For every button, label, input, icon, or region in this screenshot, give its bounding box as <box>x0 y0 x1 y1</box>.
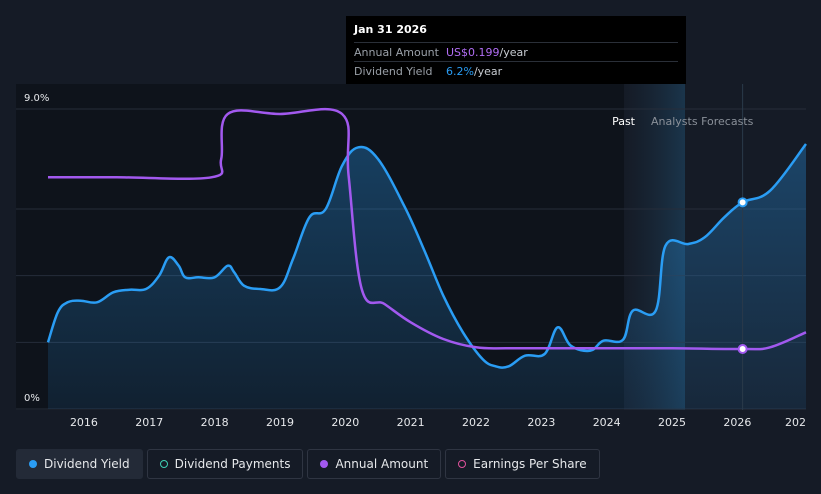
hover-tooltip: Jan 31 2026 Annual Amount US$0.199 /year… <box>346 16 686 84</box>
legend-ring-icon <box>159 460 168 468</box>
legend-label: Earnings Per Share <box>473 457 587 471</box>
tooltip-key: Annual Amount <box>354 46 439 59</box>
tooltip-key: Dividend Yield <box>354 65 433 78</box>
legend-dot-icon <box>29 460 37 468</box>
y-tick-bottom: 0% <box>24 393 40 404</box>
past-label: Past <box>612 115 636 128</box>
legend-annual-amount[interactable]: Annual Amount <box>307 449 442 479</box>
x-tick-label: 2021 <box>397 416 425 429</box>
x-tick-label: 2020 <box>331 416 359 429</box>
legend-dividend-yield[interactable]: Dividend Yield <box>16 449 143 479</box>
forecast-label: Analysts Forecasts <box>651 115 754 128</box>
tooltip-value: US$0.199 <box>446 46 500 59</box>
x-tick-label: 2026 <box>723 416 751 429</box>
x-axis-ticks: 2016 2017 2018 2019 2020 2021 2022 2023 2024 2025… <box>70 416 806 429</box>
legend-earnings-per-share[interactable]: Earnings Per Share <box>445 449 600 479</box>
tooltip-row-dividend-yield: Dividend Yield 6.2% /year <box>354 61 678 80</box>
tooltip-unit: /year <box>499 46 528 59</box>
tooltip-unit: /year <box>473 65 503 78</box>
y-tick-top: 9.0% <box>24 93 49 104</box>
x-tick-label: 2022 <box>462 416 490 429</box>
x-tick-label: 2023 <box>527 416 555 429</box>
legend-dividend-payments[interactable]: Dividend Payments <box>146 449 304 479</box>
marker-annual-amount <box>737 344 748 354</box>
x-tick-label: 2018 <box>201 416 229 429</box>
x-tick-label: 2017 <box>135 416 163 429</box>
x-tick-label: 2024 <box>593 416 621 429</box>
hover-markers <box>737 197 748 354</box>
legend-label: Dividend Yield <box>44 457 130 471</box>
dividend-yield-line <box>46 143 807 369</box>
tooltip-date: Jan 31 2026 <box>354 23 427 36</box>
x-tick-label: 2025 <box>658 416 686 429</box>
x-tick-label: 202 <box>785 416 806 429</box>
legend-label: Annual Amount <box>335 457 429 471</box>
tooltip-value: 6.2% <box>446 65 474 78</box>
legend-ring-icon <box>458 460 467 468</box>
x-tick-label: 2016 <box>70 416 98 429</box>
tooltip-row-annual-amount: Annual Amount US$0.199 /year <box>354 42 678 61</box>
legend-label: Dividend Payments <box>174 457 291 471</box>
legend-dot-icon <box>320 460 329 468</box>
x-tick-label: 2019 <box>266 416 294 429</box>
marker-dividend-yield <box>737 197 748 208</box>
annual-amount-line <box>48 107 807 351</box>
chart-legend: Dividend Yield Dividend Payments Annual … <box>16 449 600 479</box>
